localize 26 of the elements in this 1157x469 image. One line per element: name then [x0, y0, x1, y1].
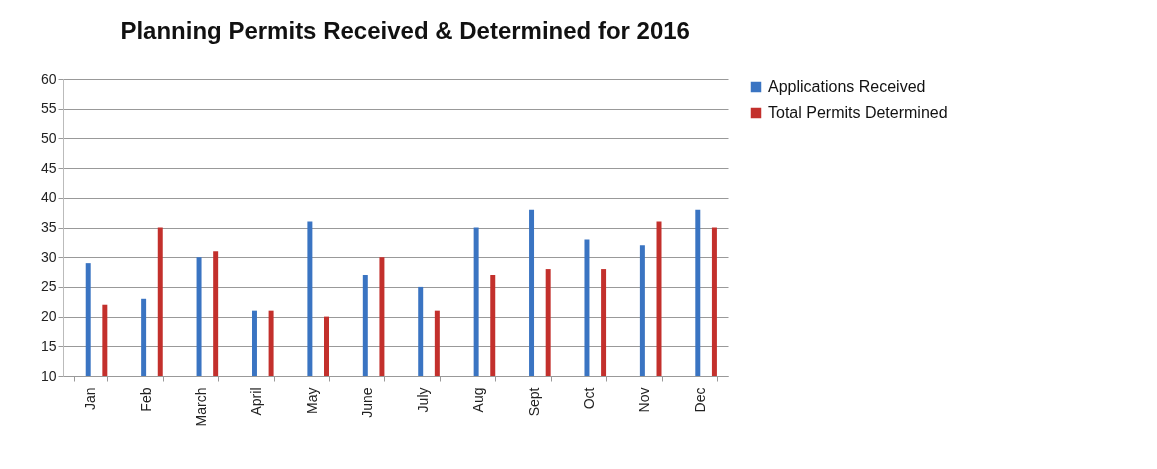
x-tick-label: March	[193, 387, 210, 427]
y-tick-label: 45	[40, 159, 57, 176]
y-tick-label: 55	[40, 100, 57, 117]
y-tick-label: 30	[40, 248, 57, 265]
legend-label: Applications Received	[768, 78, 926, 95]
x-tick-label: Dec	[691, 387, 708, 413]
y-tick-label: 40	[40, 189, 57, 206]
x-tick-label: Aug	[470, 387, 487, 413]
y-tick-label: 60	[40, 70, 57, 87]
y-tick-label: 35	[40, 219, 57, 235]
x-tick-label: May	[303, 387, 320, 414]
x-tick-label: Sept	[525, 387, 542, 417]
y-tick-label: 25	[40, 278, 57, 295]
x-tick-label: Jan	[82, 387, 99, 411]
y-tick-label: 50	[40, 129, 57, 146]
legend-label: Total Permits Determined	[768, 104, 948, 121]
x-tick-label: Nov	[636, 387, 653, 413]
x-tick-label: June	[359, 387, 376, 418]
chart-title: Planning Permits Received & Determined for 2016	[120, 17, 690, 44]
y-tick-label: 10	[40, 367, 57, 384]
x-tick-label: Feb	[137, 387, 154, 412]
y-tick-label: 20	[40, 308, 57, 325]
y-tick-label: 15	[40, 337, 57, 354]
x-tick-label: April	[248, 387, 265, 416]
x-tick-label: Oct	[580, 387, 597, 410]
x-tick-label: July	[414, 387, 431, 413]
